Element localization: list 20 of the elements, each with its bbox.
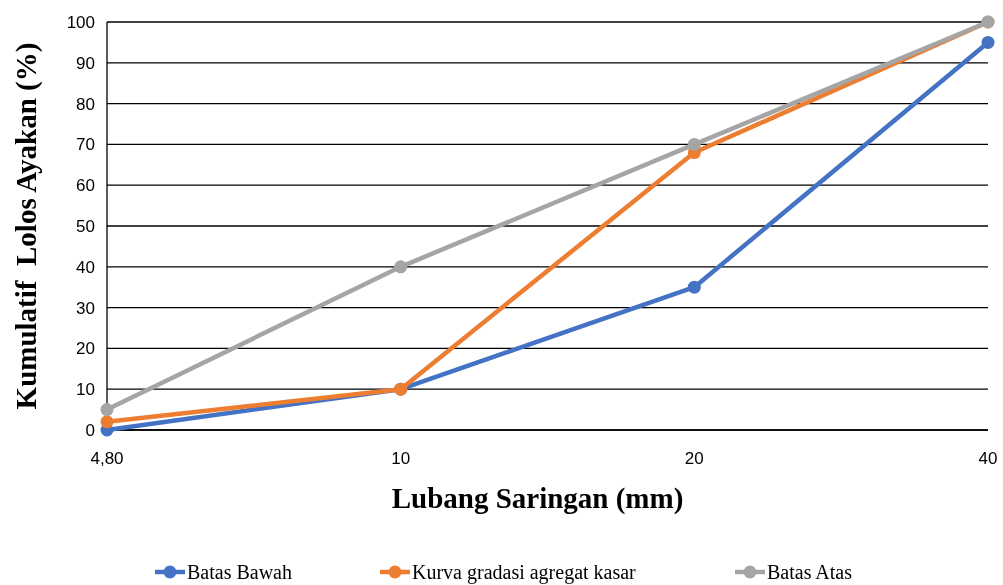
x-tick-label: 20 — [684, 449, 704, 468]
x-tick-label: 40 — [978, 449, 998, 468]
y-tick-label: 60 — [76, 176, 95, 196]
legend-label: Kurva gradasi agregat kasar — [412, 561, 637, 584]
x-tick-label: 10 — [391, 449, 411, 468]
y-tick-label: 90 — [76, 53, 95, 73]
legend-label: Batas Atas — [767, 561, 853, 583]
y-tick-label: 0 — [85, 420, 95, 440]
y-tick-label: 30 — [76, 298, 95, 318]
x-tick-label: 4,80 — [90, 449, 124, 468]
y-tick-label: 20 — [76, 339, 95, 359]
x-axis-title: Lubang Saringan (mm) — [391, 482, 684, 515]
y-tick-label: 100 — [66, 12, 95, 32]
y-tick-label: 80 — [76, 94, 95, 114]
y-tick-label: 10 — [76, 380, 95, 400]
legend-label: Batas Bawah — [187, 561, 292, 583]
y-tick-label: 40 — [76, 257, 95, 277]
y-axis-title: Kumulatif Lolos Ayakan (%) — [10, 42, 43, 410]
y-tick-label: 50 — [76, 216, 95, 236]
y-tick-label: 70 — [76, 135, 95, 155]
